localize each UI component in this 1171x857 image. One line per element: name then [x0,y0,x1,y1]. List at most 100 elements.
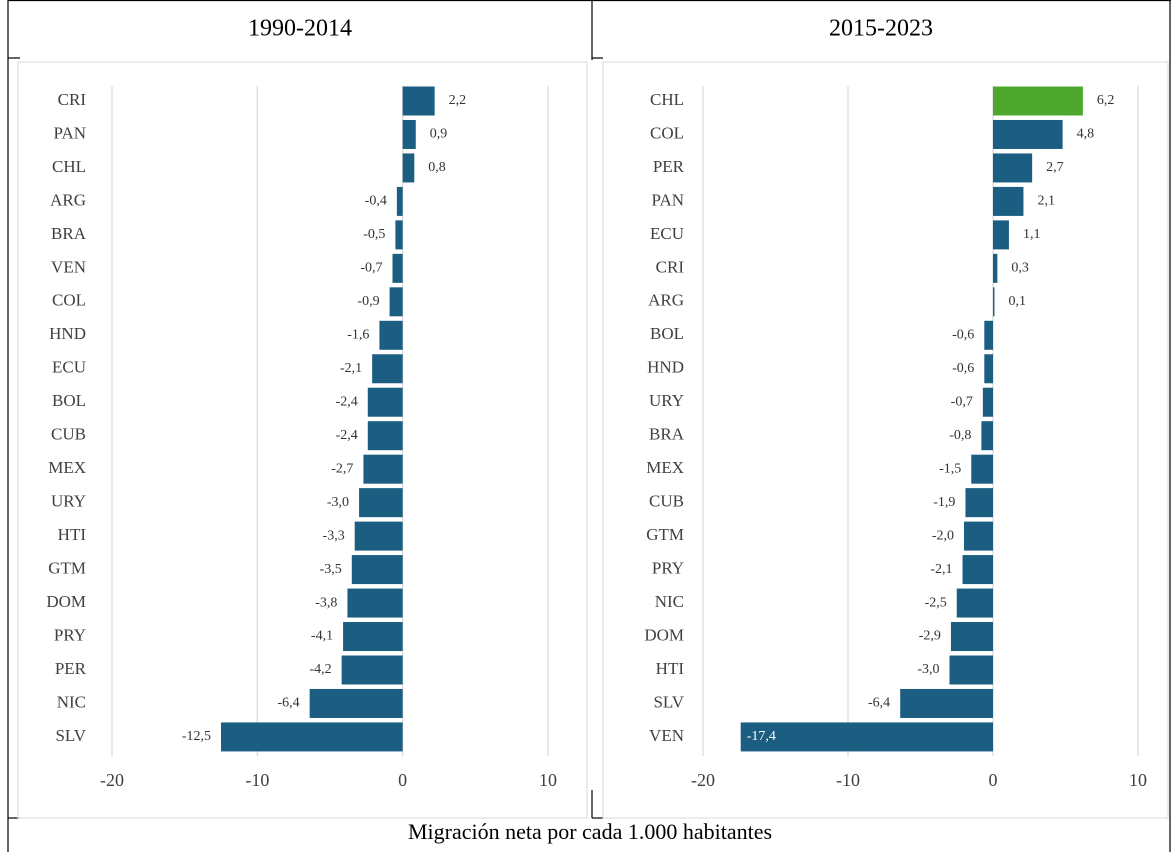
x-axis-label: Migración neta por cada 1.000 habitantes [408,819,772,844]
bar [993,153,1033,183]
y-tick-label: PAN [652,190,684,209]
bar [964,521,993,551]
bar [982,387,993,417]
bar [900,688,993,718]
data-label: -0,4 [365,194,387,209]
bar [981,421,993,451]
y-tick-label: CUB [649,492,684,511]
bar [354,521,403,551]
y-tick-label: DOM [46,592,86,611]
data-label: -0,5 [363,227,385,242]
bar [950,622,993,652]
y-tick-label: MEX [48,458,86,477]
y-tick-label: GTM [48,558,86,577]
chart-title: 2015-2023 [829,16,933,42]
bar [359,488,403,518]
data-label: -0,6 [952,361,974,376]
data-label: -3,0 [917,662,939,677]
chart-title: 1990-2014 [248,16,352,42]
bar [389,287,403,317]
data-label: 6,2 [1097,93,1115,108]
data-label: 0,9 [430,127,448,142]
y-tick-label: HTI [58,525,87,544]
data-label: -12,5 [182,729,211,744]
y-tick-label: CHL [650,90,684,109]
plot-frame [17,61,588,819]
data-label: -2,4 [336,394,358,409]
y-tick-label: NIC [655,592,684,611]
x-tick-label: -10 [836,770,860,790]
bar [402,86,435,116]
y-tick-label: PRY [652,558,684,577]
data-label: -0,6 [952,328,974,343]
bar [402,153,415,183]
bar [993,253,998,283]
bar [993,220,1009,250]
bar [367,387,403,417]
y-tick-label: CRI [58,90,87,109]
data-label: -6,4 [277,696,299,711]
bar [949,655,993,685]
data-label: -3,8 [315,595,337,610]
bar [341,655,403,685]
y-tick-label: BOL [650,324,684,343]
bar [993,287,995,317]
y-tick-label: SLV [55,726,86,745]
y-tick-label: BRA [51,224,87,243]
y-tick-label: HND [49,324,86,343]
y-tick-label: CUB [51,425,86,444]
bar [363,454,403,484]
y-tick-label: PAN [54,123,86,142]
data-label: -1,5 [939,461,961,476]
y-tick-label: URY [649,391,684,410]
data-label: -6,4 [868,696,890,711]
y-tick-label: SLV [653,692,684,711]
bar [221,722,403,752]
y-tick-label: NIC [57,692,86,711]
bar [740,722,993,752]
data-label: -0,7 [360,261,382,276]
plot-frame [602,61,1169,819]
data-label: -1,6 [347,328,369,343]
x-tick-label: 10 [539,770,557,790]
bar [971,454,993,484]
data-label: 2,1 [1037,194,1055,209]
y-tick-label: PER [653,157,685,176]
y-tick-label: BOL [52,391,86,410]
data-label: -2,7 [331,461,353,476]
data-label: 0,8 [428,160,446,175]
y-tick-label: VEN [51,257,86,276]
y-tick-label: CRI [656,257,685,276]
bar [372,354,403,384]
data-label: -0,9 [357,294,379,309]
data-label: -2,4 [336,428,358,443]
data-label: -2,1 [340,361,362,376]
bar [367,421,403,451]
y-tick-label: HTI [656,659,685,678]
data-label: -0,7 [951,394,973,409]
y-tick-label: URY [51,492,86,511]
data-label: -4,2 [309,662,331,677]
x-tick-label: 0 [398,770,407,790]
data-label: -17,4 [747,729,776,744]
x-tick-label: -10 [245,770,269,790]
data-label: -2,1 [930,562,952,577]
data-label: -1,9 [933,495,955,510]
bar [392,253,403,283]
x-tick-label: 0 [989,770,998,790]
y-tick-label: DOM [644,625,684,644]
data-label: 4,8 [1077,127,1095,142]
y-tick-label: GTM [646,525,684,544]
bar [962,555,993,585]
y-tick-label: PRY [54,625,86,644]
data-label: -4,1 [311,629,333,644]
y-tick-label: MEX [646,458,684,477]
y-tick-label: PER [55,659,87,678]
y-tick-label: COL [650,123,684,142]
y-tick-label: BRA [649,425,685,444]
data-label: -3,0 [327,495,349,510]
bar [309,688,403,718]
y-tick-label: COL [52,291,86,310]
bar [396,186,403,216]
